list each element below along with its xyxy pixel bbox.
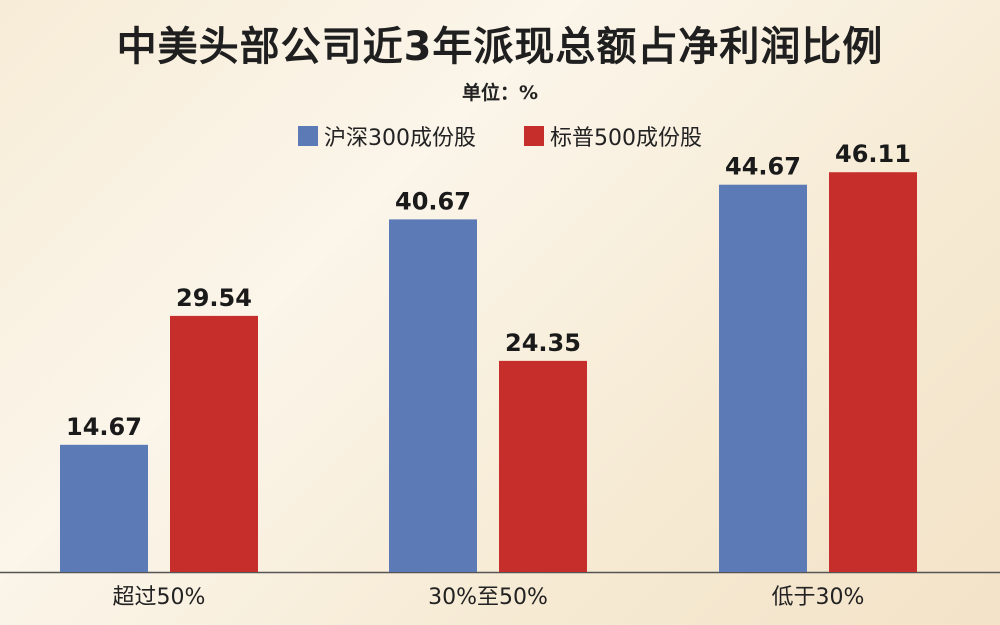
value-label-hs300-2: 44.67 bbox=[725, 153, 801, 181]
unit-label: 单位：% bbox=[461, 82, 539, 104]
bar-sp500-1 bbox=[499, 360, 587, 572]
bar-sp500-2 bbox=[829, 172, 917, 572]
bar-sp500-0 bbox=[170, 315, 258, 572]
legend-label-hs300: 沪深300成份股 bbox=[324, 126, 476, 151]
value-label-sp500-0: 29.54 bbox=[176, 284, 252, 312]
legend-item-hs300: 沪深300成份股 bbox=[298, 120, 476, 152]
category-label-1: 30%至50% bbox=[428, 585, 548, 610]
value-label-hs300-1: 40.67 bbox=[395, 187, 471, 215]
bar-hs300-1 bbox=[389, 219, 477, 572]
bar-hs300-2 bbox=[719, 184, 807, 572]
legend-swatch-hs300 bbox=[298, 126, 318, 146]
value-label-sp500-2: 46.11 bbox=[835, 140, 911, 168]
legend: 沪深300成份股 标普500成份股 bbox=[0, 120, 1000, 152]
category-label-0: 超过50% bbox=[113, 585, 206, 610]
value-label-sp500-1: 24.35 bbox=[505, 329, 581, 357]
legend-label-sp500: 标普500成份股 bbox=[550, 126, 702, 151]
legend-swatch-sp500 bbox=[524, 126, 544, 146]
bar-hs300-0 bbox=[60, 444, 148, 572]
value-label-hs300-0: 14.67 bbox=[66, 413, 142, 441]
chart-title: 中美头部公司近3年派现总额占净利润比例 bbox=[116, 24, 884, 70]
category-label-2: 低于30% bbox=[772, 585, 865, 610]
legend-item-sp500: 标普500成份股 bbox=[524, 120, 702, 152]
